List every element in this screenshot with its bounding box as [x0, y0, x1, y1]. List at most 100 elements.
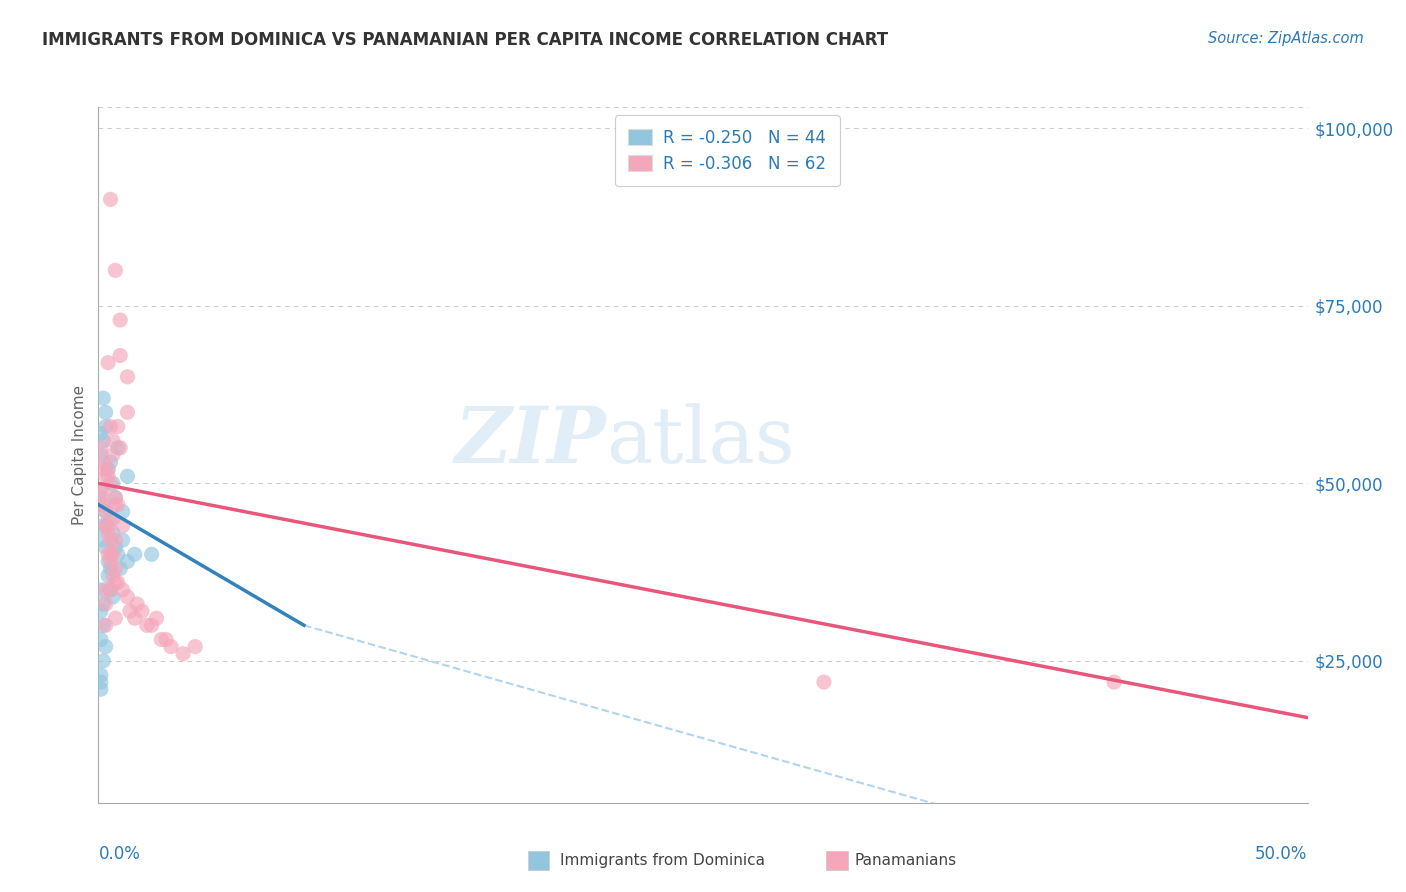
- Text: IMMIGRANTS FROM DOMINICA VS PANAMANIAN PER CAPITA INCOME CORRELATION CHART: IMMIGRANTS FROM DOMINICA VS PANAMANIAN P…: [42, 31, 889, 49]
- Point: [94, 582, 117, 597]
- Point: [91, 483, 114, 498]
- Point: [91, 618, 114, 632]
- Point: [104, 575, 127, 590]
- Point: [91, 462, 114, 476]
- Point: [108, 441, 131, 455]
- Point: [101, 526, 124, 541]
- Point: [100, 455, 122, 469]
- Point: [97, 356, 120, 370]
- Point: [160, 640, 183, 654]
- Point: [150, 632, 173, 647]
- Point: [101, 476, 124, 491]
- Point: [94, 618, 117, 632]
- Point: [94, 505, 117, 519]
- Point: [100, 561, 122, 575]
- Point: [107, 575, 129, 590]
- Text: ZIP: ZIP: [454, 403, 606, 479]
- Point: [104, 498, 127, 512]
- FancyBboxPatch shape: [527, 851, 550, 871]
- Point: [107, 498, 129, 512]
- Point: [101, 568, 124, 582]
- Point: [145, 611, 167, 625]
- Point: [184, 640, 207, 654]
- Point: [94, 405, 117, 419]
- Point: [104, 561, 127, 575]
- Point: [104, 611, 127, 625]
- Point: [90, 426, 112, 441]
- Point: [91, 455, 114, 469]
- Point: [100, 512, 122, 526]
- Point: [107, 441, 129, 455]
- Point: [117, 405, 139, 419]
- Point: [94, 597, 117, 611]
- Point: [90, 483, 112, 498]
- Point: [90, 491, 112, 505]
- Point: [111, 533, 134, 548]
- Point: [111, 505, 134, 519]
- Point: [90, 519, 112, 533]
- Point: [97, 519, 120, 533]
- Text: Panamanians: Panamanians: [855, 853, 956, 868]
- Point: [135, 618, 157, 632]
- Point: [101, 448, 124, 462]
- Point: [90, 604, 112, 618]
- Point: [91, 597, 114, 611]
- Point: [90, 448, 112, 462]
- Point: [91, 498, 114, 512]
- Point: [104, 263, 127, 277]
- Point: [91, 434, 114, 448]
- Point: [90, 441, 112, 455]
- Point: [94, 519, 117, 533]
- Point: [100, 476, 122, 491]
- Point: [117, 469, 139, 483]
- Point: [141, 547, 163, 561]
- Point: [108, 561, 131, 575]
- Point: [111, 519, 134, 533]
- Text: 50.0%: 50.0%: [1256, 845, 1308, 863]
- Point: [101, 434, 124, 448]
- Point: [104, 540, 127, 554]
- Text: 0.0%: 0.0%: [98, 845, 141, 863]
- Point: [104, 491, 127, 505]
- Point: [91, 654, 114, 668]
- Point: [100, 533, 122, 548]
- Point: [91, 391, 114, 405]
- Point: [101, 547, 124, 561]
- Point: [97, 462, 120, 476]
- Point: [97, 554, 120, 568]
- Point: [97, 547, 120, 561]
- Point: [90, 668, 112, 682]
- Point: [172, 647, 194, 661]
- Point: [111, 582, 134, 597]
- Point: [141, 618, 163, 632]
- Point: [90, 632, 112, 647]
- Point: [94, 469, 117, 483]
- Point: [91, 533, 114, 548]
- Point: [97, 462, 120, 476]
- Point: [94, 640, 117, 654]
- Point: [94, 419, 117, 434]
- Point: [100, 582, 122, 597]
- Point: [100, 192, 122, 206]
- Point: [155, 632, 177, 647]
- Point: [118, 604, 141, 618]
- Point: [108, 349, 131, 363]
- Point: [91, 498, 114, 512]
- Point: [131, 604, 153, 618]
- Point: [107, 419, 129, 434]
- Point: [107, 547, 129, 561]
- Point: [100, 547, 122, 561]
- Point: [101, 590, 124, 604]
- Point: [97, 568, 120, 582]
- Point: [97, 469, 120, 483]
- Point: [127, 597, 149, 611]
- Point: [813, 675, 835, 690]
- Point: [117, 554, 139, 568]
- Point: [124, 611, 146, 625]
- Point: [100, 554, 122, 568]
- Point: [1102, 675, 1125, 690]
- Point: [124, 547, 146, 561]
- Point: [90, 675, 112, 690]
- Point: [100, 419, 122, 434]
- Text: atlas: atlas: [606, 403, 794, 479]
